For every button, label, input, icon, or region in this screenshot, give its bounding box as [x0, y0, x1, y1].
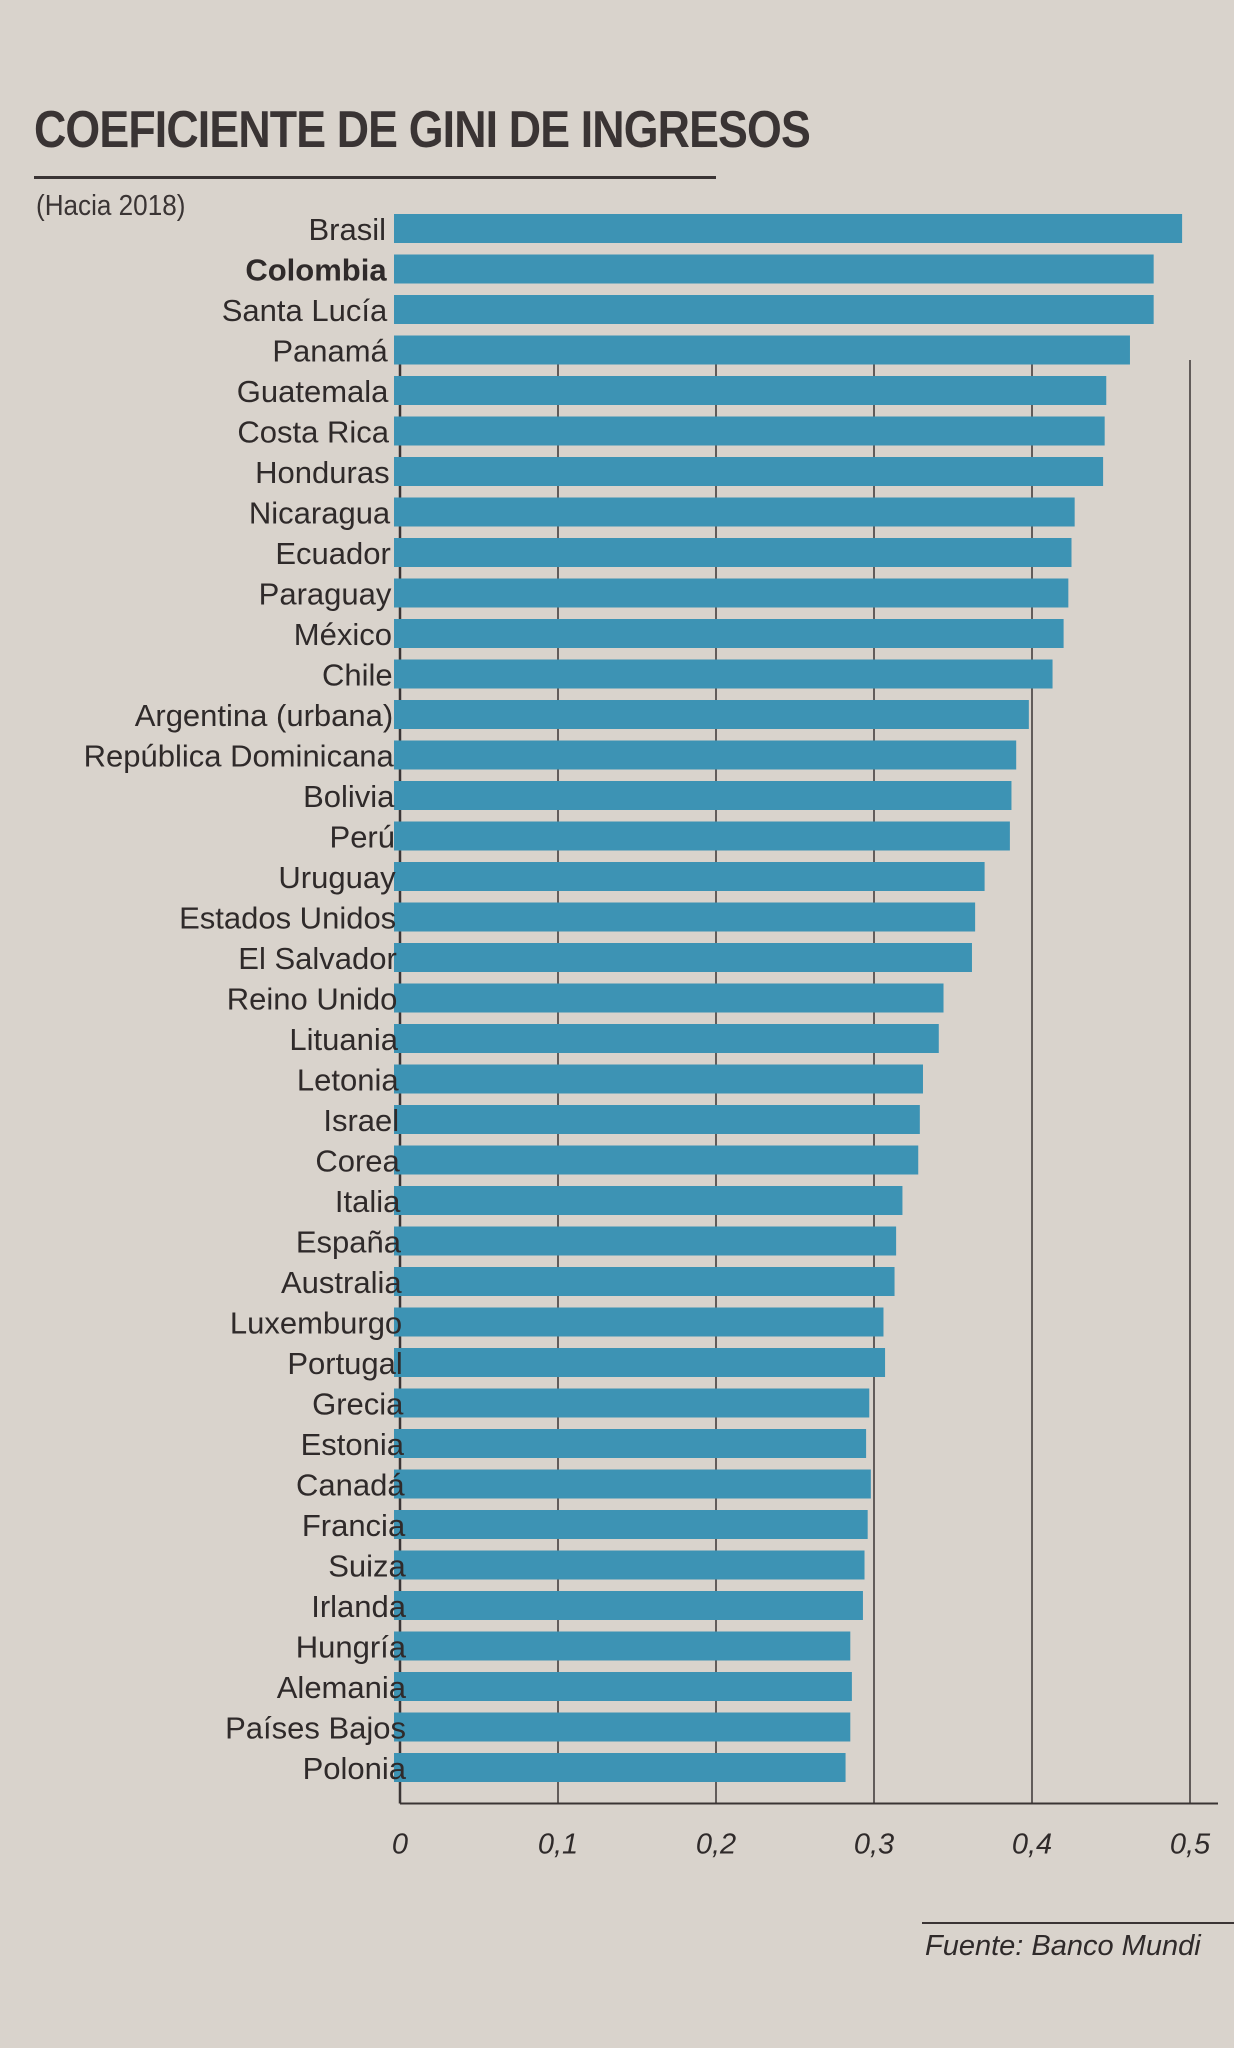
- bar: [394, 1105, 920, 1134]
- category-label: Hungría: [296, 1630, 407, 1665]
- category-label: Reino Unido: [227, 982, 398, 1017]
- bar: [394, 254, 1154, 284]
- category-label: Letonia: [297, 1063, 399, 1098]
- chart-title: COEFICIENTE DE GINI DE INGRESOS: [34, 101, 811, 159]
- bar: [394, 1712, 851, 1742]
- category-label: Italia: [335, 1184, 401, 1219]
- bar: [394, 1429, 867, 1458]
- bar: [394, 983, 944, 1013]
- category-label: Australia: [281, 1265, 402, 1300]
- category-label: México: [294, 617, 392, 652]
- category-label: Paraguay: [259, 577, 392, 612]
- bar: [394, 902, 976, 932]
- bar: [394, 1064, 923, 1094]
- bar: [394, 1024, 939, 1053]
- bar: [394, 416, 1105, 446]
- category-label: Costa Rica: [237, 415, 389, 450]
- bar: [394, 1145, 919, 1175]
- x-tick-label: 0,4: [1012, 1829, 1052, 1861]
- bar: [394, 1469, 871, 1499]
- bar: [394, 214, 1183, 243]
- category-label: Guatemala: [237, 374, 389, 409]
- bar: [394, 1226, 897, 1256]
- x-tick-label: 0,3: [854, 1829, 894, 1861]
- bar: [394, 295, 1154, 324]
- category-label: Chile: [322, 658, 393, 693]
- chart-subtitle: (Hacia 2018): [36, 190, 186, 222]
- bar: [394, 497, 1075, 527]
- category-label: Israel: [323, 1103, 399, 1138]
- category-label: Corea: [315, 1144, 400, 1179]
- bar: [394, 376, 1107, 405]
- category-label: Argentina (urbana): [135, 698, 394, 733]
- category-label: Uruguay: [278, 860, 396, 895]
- bar: [394, 781, 1012, 810]
- x-tick-label: 0,2: [696, 1829, 736, 1861]
- chart-source: Fuente: Banco Mundi: [925, 1930, 1201, 1962]
- category-label: Irlanda: [311, 1589, 407, 1624]
- bar: [394, 1631, 851, 1661]
- bar: [394, 457, 1104, 486]
- bar: [394, 1672, 852, 1701]
- category-label: Ecuador: [275, 536, 390, 571]
- bar: [394, 1307, 884, 1337]
- bar: [394, 619, 1064, 648]
- category-label: Nicaragua: [249, 496, 391, 531]
- category-label: Países Bajos: [225, 1711, 406, 1746]
- bar: [394, 1550, 865, 1580]
- category-label: Suiza: [328, 1549, 406, 1584]
- bar: [394, 943, 972, 972]
- bar: [394, 1186, 903, 1215]
- category-label: El Salvador: [238, 941, 397, 976]
- bar: [394, 862, 985, 891]
- bar: [394, 1753, 846, 1782]
- category-label: Alemania: [277, 1670, 407, 1705]
- category-label: Estonia: [301, 1427, 405, 1462]
- bars-layer: [394, 214, 1183, 1782]
- category-label: Luxemburgo: [230, 1306, 402, 1341]
- category-label: Portugal: [287, 1346, 402, 1381]
- category-label: España: [296, 1225, 402, 1260]
- category-label: Perú: [330, 820, 395, 855]
- category-label: Lituania: [289, 1022, 398, 1057]
- source-rule: [922, 1922, 1234, 1924]
- category-label: Canadá: [296, 1468, 405, 1503]
- category-label: Colombia: [245, 253, 387, 288]
- bar: [394, 1348, 886, 1377]
- bar: [394, 821, 1010, 851]
- category-label: República Dominicana: [84, 739, 395, 774]
- title-rule: [34, 176, 716, 179]
- category-label: Brasil: [308, 212, 386, 247]
- bar: [394, 1267, 895, 1296]
- bar: [394, 1510, 868, 1539]
- category-label: Honduras: [255, 455, 389, 490]
- bar: [394, 578, 1069, 608]
- x-tick-label: 0: [392, 1829, 408, 1861]
- x-tick-label: 0,5: [1170, 1829, 1211, 1861]
- x-axis-ticks: 0 0,1 0,2 0,3 0,4 0,5: [392, 1829, 1211, 1861]
- bar: [394, 740, 1017, 770]
- bar: [394, 538, 1072, 567]
- bar: [394, 659, 1053, 689]
- bar: [394, 335, 1130, 365]
- category-label: Polonia: [303, 1751, 407, 1786]
- x-tick-label: 0,1: [538, 1829, 578, 1861]
- category-label: Bolivia: [303, 779, 395, 814]
- category-label: Estados Unidos: [179, 901, 396, 936]
- bar: [394, 1388, 870, 1418]
- category-label: Santa Lucía: [222, 293, 388, 328]
- category-label: Francia: [302, 1508, 406, 1543]
- bar: [394, 700, 1029, 729]
- category-labels: Brasil Colombia Santa Lucía Panamá Guatemala…: [84, 212, 407, 1786]
- category-label: Panamá: [272, 334, 388, 369]
- category-label: Grecia: [312, 1387, 404, 1422]
- bar: [394, 1591, 863, 1620]
